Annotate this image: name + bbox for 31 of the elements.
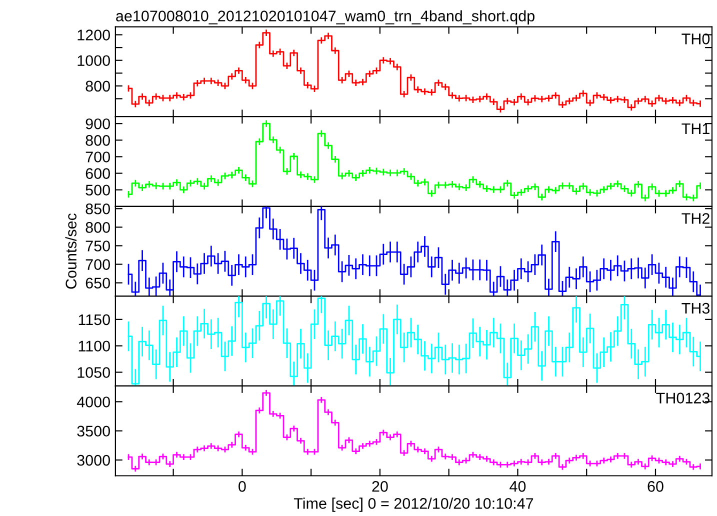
annotation: TH2 [682, 213, 710, 224]
annotation: TH3 [682, 302, 710, 314]
y-tick-label: 1100 [78, 340, 110, 352]
x-tick-label: 20 [372, 481, 388, 492]
annotation: TH0123 [656, 392, 710, 404]
y-tick-label: 1050 [78, 367, 110, 378]
y-tick-label: 800 [86, 80, 110, 92]
annotation: TH1 [682, 123, 710, 134]
annotation: TH0 [682, 34, 710, 44]
y-tick-label: 750 [86, 240, 110, 252]
y-tick-label: 650 [86, 278, 110, 289]
y-tick-label: 800 [86, 135, 110, 146]
y-tick-label: 3000 [77, 454, 110, 466]
y-tick-label: 900 [86, 118, 110, 130]
y-tick-label: 700 [86, 259, 110, 270]
y-axis-title: Counts/sec [65, 213, 77, 289]
y-tick-label: 700 [86, 152, 110, 162]
y-tick-label: 600 [86, 168, 110, 179]
x-tick-label: 40 [510, 481, 526, 492]
x-axis-title: Time [sec] 0 = 2012/10/20 10:10:47 [294, 498, 534, 512]
y-tick-label: 1200 [78, 30, 110, 40]
y-tick-label: 500 [86, 184, 110, 196]
x-tick-label: 0 [238, 481, 246, 492]
y-tick-label: 850 [86, 203, 110, 214]
x-tick-label: 60 [648, 481, 664, 492]
y-tick-label: 1150 [78, 314, 110, 326]
y-tick-label: 3500 [77, 426, 110, 437]
y-tick-label: 1000 [78, 55, 110, 66]
chart-title: ae107008010_20121020101047_wam0_trn_4band_short.qdp [116, 10, 534, 24]
y-tick-label: 4000 [76, 396, 110, 408]
y-tick-label: 800 [86, 222, 110, 233]
